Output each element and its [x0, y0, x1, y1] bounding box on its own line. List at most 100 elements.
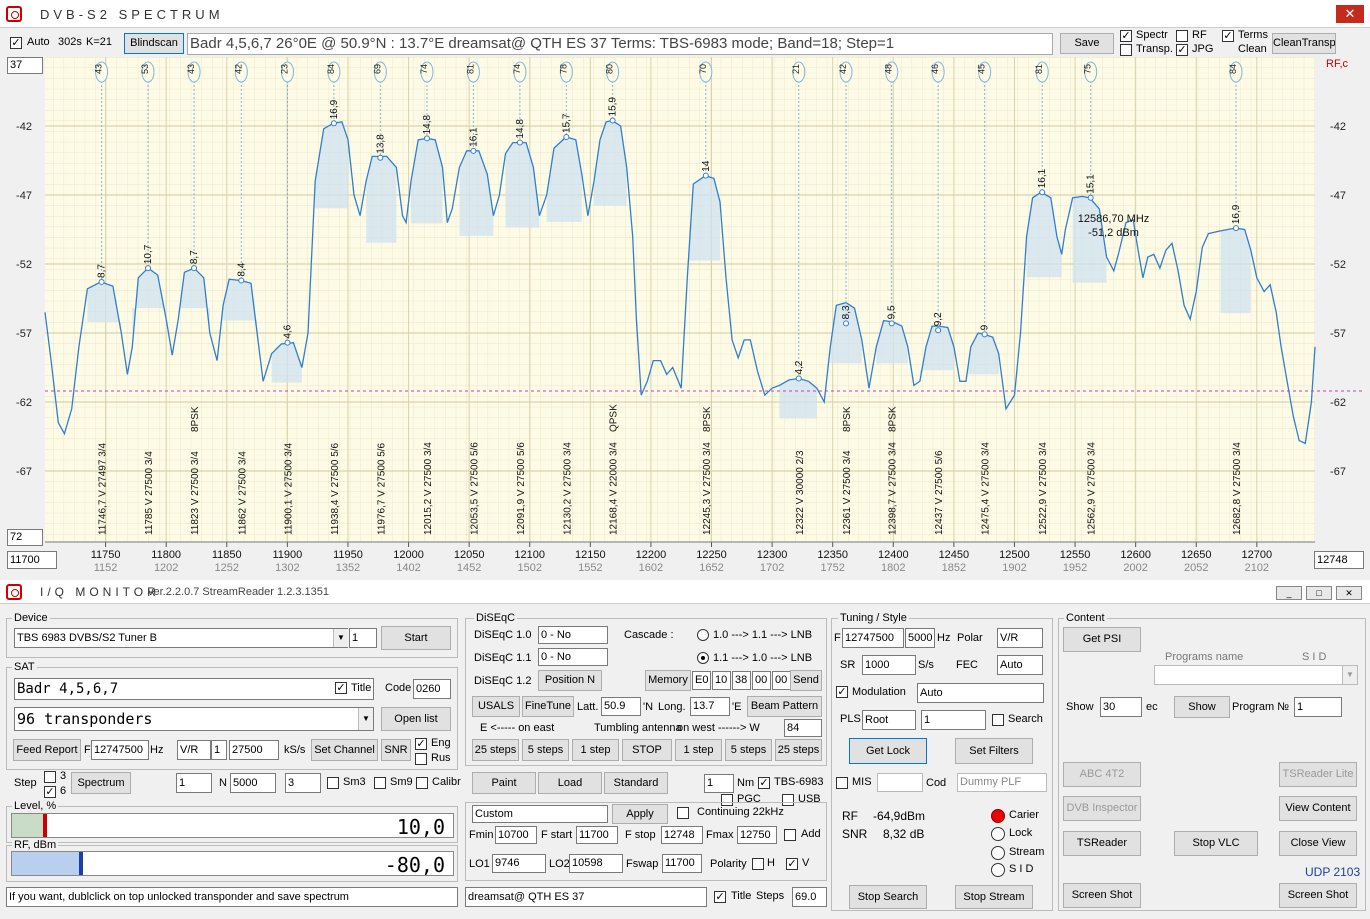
freq-end-field[interactable]: 12748	[1314, 551, 1364, 569]
steps-field[interactable]: 69.0	[792, 887, 827, 907]
usb-checkbox[interactable]	[782, 794, 794, 806]
cont22-checkbox[interactable]	[677, 807, 689, 819]
transponders-select[interactable]: 96 transponders	[14, 707, 374, 731]
calibr-checkbox[interactable]	[416, 777, 428, 789]
sm9-checkbox[interactable]	[374, 777, 386, 789]
add-checkbox[interactable]	[784, 829, 796, 841]
auto-checkbox[interactable]: ✓	[10, 37, 22, 49]
show-stepper[interactable]: 30	[1100, 697, 1142, 717]
transp-checkbox[interactable]	[1120, 44, 1132, 56]
modulation-select[interactable]: Auto	[917, 683, 1044, 703]
tuning-f-field[interactable]: 12747500	[842, 628, 904, 648]
set-channel-button[interactable]: Set Channel	[311, 739, 378, 761]
lo1-field[interactable]: 9746	[492, 854, 546, 873]
fmax-field[interactable]: 12750	[737, 826, 777, 844]
sr-field[interactable]: 27500	[229, 740, 279, 760]
sat-name-field[interactable]: Badr 4,5,6,7	[14, 678, 374, 700]
open-list-button[interactable]: Open list	[381, 707, 451, 731]
fstop-field[interactable]: 12748	[661, 826, 703, 844]
mem-byte-4[interactable]: 00	[752, 671, 771, 690]
title-checkbox[interactable]: ✓	[335, 682, 347, 694]
spectrum-button[interactable]: Spectrum	[71, 772, 131, 794]
fec-select[interactable]: Auto	[997, 655, 1043, 675]
program-stepper[interactable]: 1	[1294, 697, 1342, 717]
show-button[interactable]: Show	[1174, 696, 1230, 718]
beam-pattern-button[interactable]: Beam Pattern	[747, 696, 822, 717]
step-v1-stepper[interactable]: 1	[176, 773, 212, 793]
standard-button[interactable]: Standard	[604, 772, 668, 794]
screen-shot-button-1[interactable]: Screen Shot	[1063, 883, 1141, 908]
east-1-step-button[interactable]: 1 step	[572, 739, 619, 761]
save-button[interactable]: Save	[1060, 33, 1114, 54]
spectrum-chart[interactable]: 43 8,7 11746,7 V 27497 3/4 53 10,7 11785 V 27…	[0, 57, 1370, 577]
tuner-select[interactable]: TBS 6983 DVBS/S2 Tuner B	[14, 628, 348, 648]
east-5-steps-button[interactable]: 5 steps	[522, 739, 569, 761]
latt-field[interactable]: 50.9	[601, 697, 641, 716]
iq-close-icon[interactable]: ✕	[1336, 586, 1362, 600]
stop-motor-button[interactable]: STOP	[622, 739, 672, 761]
load-button[interactable]: Load	[538, 772, 602, 794]
search-checkbox[interactable]	[992, 714, 1004, 726]
band-preset-select[interactable]: Custom	[472, 805, 608, 823]
view-content-button[interactable]: View Content	[1279, 796, 1357, 821]
get-psi-button[interactable]: Get PSI	[1063, 627, 1141, 652]
fswap-field[interactable]: 11700	[662, 854, 702, 873]
step3-checkbox[interactable]	[44, 771, 56, 783]
programs-select[interactable]	[1154, 665, 1358, 685]
lo2-field[interactable]: 10598	[569, 854, 623, 873]
feed-report-button[interactable]: Feed Report	[13, 739, 81, 761]
send-button[interactable]: Send	[790, 670, 822, 691]
pls-stepper[interactable]: 1	[921, 710, 986, 730]
dvb-inspector-button[interactable]: DVB Inspector	[1063, 796, 1141, 821]
tuner-index-stepper[interactable]: 1	[349, 628, 377, 648]
mem-byte-2[interactable]: 10	[712, 671, 731, 690]
apply-button[interactable]: Apply	[612, 804, 668, 824]
mis-checkbox[interactable]	[836, 777, 848, 789]
polarity-v-checkbox[interactable]: ✓	[786, 858, 798, 870]
mem-byte-3[interactable]: 38	[732, 671, 751, 690]
mem-byte-5[interactable]: 00	[772, 671, 791, 690]
jpg-checkbox[interactable]: ✓	[1176, 44, 1188, 56]
clean-transp-button[interactable]: CleanTransp	[1272, 33, 1336, 54]
close-view-button[interactable]: Close View	[1279, 831, 1357, 856]
programs-dropdown-icon[interactable]: ▼	[1342, 666, 1357, 684]
diseqc10-select[interactable]: 0 - No	[538, 626, 608, 644]
tsreader-lite-button[interactable]: TSReader Lite	[1279, 762, 1357, 787]
snr-button[interactable]: SNR	[381, 739, 411, 761]
west-1-step-button[interactable]: 1 step	[675, 739, 722, 761]
maximize-icon[interactable]: □	[1306, 586, 1332, 600]
terms-checkbox[interactable]: ✓	[1222, 30, 1234, 42]
minimize-icon[interactable]: _	[1276, 586, 1302, 600]
diseqc11-select[interactable]: 0 - No	[538, 648, 608, 666]
f-field[interactable]: 12747500	[91, 740, 149, 760]
paint-button[interactable]: Paint	[472, 772, 536, 794]
cascade-option-2[interactable]	[697, 652, 709, 664]
blindscan-button[interactable]: Blindscan	[124, 33, 184, 54]
stop-stream-button[interactable]: Stop Stream	[955, 885, 1033, 909]
pgc-checkbox[interactable]	[721, 794, 733, 806]
pol-select[interactable]: V/R	[177, 740, 211, 760]
get-lock-button[interactable]: Get Lock	[849, 738, 927, 764]
rus-checkbox[interactable]	[415, 753, 427, 765]
pls-select[interactable]: Root	[862, 710, 916, 730]
qth-field[interactable]: dreamsat@ QTH ES 37	[465, 887, 707, 907]
tuning-bw-field[interactable]: 5000	[905, 628, 935, 648]
mis-select[interactable]	[877, 773, 923, 792]
position-button[interactable]: Position N	[538, 670, 602, 691]
step-v3-stepper[interactable]: 3	[285, 773, 321, 793]
bottom-level-stepper[interactable]: 72	[7, 529, 43, 546]
top-level-stepper[interactable]: 37	[7, 57, 43, 74]
nm-stepper[interactable]: 1	[704, 774, 734, 793]
code-field[interactable]: 0260	[413, 679, 451, 699]
sr-stepper[interactable]: 1000	[862, 655, 916, 675]
cascade-option-1[interactable]	[697, 629, 709, 641]
n-stepper[interactable]: 5000	[230, 773, 276, 793]
tsreader-button[interactable]: TSReader	[1063, 831, 1141, 856]
spectr-checkbox[interactable]: ✓	[1120, 30, 1132, 42]
finetune-button[interactable]: FineTune	[522, 696, 574, 717]
fmin-field[interactable]: 10700	[495, 826, 537, 844]
plf-select[interactable]: Dummy PLF	[957, 773, 1047, 792]
stop-vlc-button[interactable]: Stop VLC	[1174, 831, 1258, 856]
memory-button[interactable]: Memory	[645, 670, 691, 691]
rf-checkbox[interactable]	[1176, 30, 1188, 42]
